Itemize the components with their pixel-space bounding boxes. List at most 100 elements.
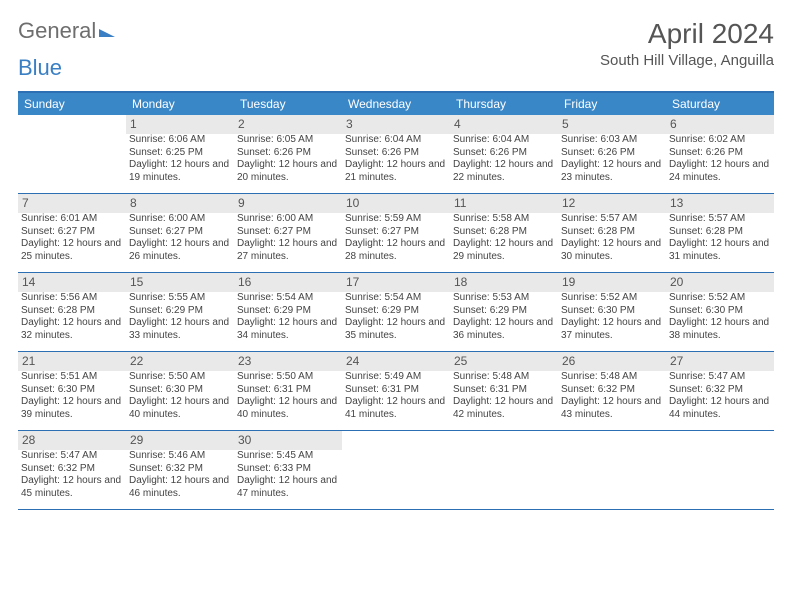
day-cell: 7Sunrise: 6:01 AMSunset: 6:27 PMDaylight… [18,194,126,272]
week-row: 1Sunrise: 6:06 AMSunset: 6:25 PMDaylight… [18,115,774,194]
day-number: 28 [18,431,126,450]
daylight-text: Daylight: 12 hours and 34 minutes. [237,317,339,342]
day-cell: 17Sunrise: 5:54 AMSunset: 6:29 PMDayligh… [342,273,450,351]
sunset-text: Sunset: 6:26 PM [345,147,447,160]
daylight-text: Daylight: 12 hours and 26 minutes. [129,238,231,263]
day-cell: 11Sunrise: 5:58 AMSunset: 6:28 PMDayligh… [450,194,558,272]
day-number: 18 [450,273,558,292]
sunset-text: Sunset: 6:32 PM [21,463,123,476]
sunrise-text: Sunrise: 5:57 AM [561,213,663,226]
day-cell: 13Sunrise: 5:57 AMSunset: 6:28 PMDayligh… [666,194,774,272]
day-number: 25 [450,352,558,371]
sunrise-text: Sunrise: 5:55 AM [129,292,231,305]
day-cell: 4Sunrise: 6:04 AMSunset: 6:26 PMDaylight… [450,115,558,193]
sunset-text: Sunset: 6:31 PM [345,384,447,397]
week-row: 21Sunrise: 5:51 AMSunset: 6:30 PMDayligh… [18,352,774,431]
sunrise-text: Sunrise: 5:56 AM [21,292,123,305]
sunrise-text: Sunrise: 5:47 AM [21,450,123,463]
day-header: Sunday [18,93,126,115]
daylight-text: Daylight: 12 hours and 44 minutes. [669,396,771,421]
day-number: 20 [666,273,774,292]
sunset-text: Sunset: 6:33 PM [237,463,339,476]
day-number: 7 [18,194,126,213]
sunrise-text: Sunrise: 6:00 AM [129,213,231,226]
sunset-text: Sunset: 6:25 PM [129,147,231,160]
daylight-text: Daylight: 12 hours and 25 minutes. [21,238,123,263]
brand-text-2: Blue [18,55,62,80]
daylight-text: Daylight: 12 hours and 46 minutes. [129,475,231,500]
sunset-text: Sunset: 6:32 PM [129,463,231,476]
sunset-text: Sunset: 6:32 PM [561,384,663,397]
day-cell: 30Sunrise: 5:45 AMSunset: 6:33 PMDayligh… [234,431,342,509]
sunset-text: Sunset: 6:27 PM [21,226,123,239]
sunrise-text: Sunrise: 6:04 AM [453,134,555,147]
day-cell [450,431,558,509]
sunset-text: Sunset: 6:26 PM [561,147,663,160]
daylight-text: Daylight: 12 hours and 35 minutes. [345,317,447,342]
sunrise-text: Sunrise: 5:59 AM [345,213,447,226]
day-number: 13 [666,194,774,213]
sunrise-text: Sunrise: 5:48 AM [561,371,663,384]
day-header: Monday [126,93,234,115]
sunset-text: Sunset: 6:27 PM [129,226,231,239]
daylight-text: Daylight: 12 hours and 22 minutes. [453,159,555,184]
sunrise-text: Sunrise: 5:52 AM [561,292,663,305]
sunrise-text: Sunrise: 5:58 AM [453,213,555,226]
day-number: 14 [18,273,126,292]
day-cell: 14Sunrise: 5:56 AMSunset: 6:28 PMDayligh… [18,273,126,351]
sunrise-text: Sunrise: 5:54 AM [237,292,339,305]
day-header: Friday [558,93,666,115]
day-cell: 27Sunrise: 5:47 AMSunset: 6:32 PMDayligh… [666,352,774,430]
sunrise-text: Sunrise: 5:57 AM [669,213,771,226]
sunset-text: Sunset: 6:28 PM [21,305,123,318]
sunrise-text: Sunrise: 5:47 AM [669,371,771,384]
day-number: 11 [450,194,558,213]
day-cell: 1Sunrise: 6:06 AMSunset: 6:25 PMDaylight… [126,115,234,193]
day-number: 15 [126,273,234,292]
day-number: 16 [234,273,342,292]
day-cell [666,431,774,509]
day-cell: 9Sunrise: 6:00 AMSunset: 6:27 PMDaylight… [234,194,342,272]
daylight-text: Daylight: 12 hours and 43 minutes. [561,396,663,421]
sunrise-text: Sunrise: 5:52 AM [669,292,771,305]
day-cell: 21Sunrise: 5:51 AMSunset: 6:30 PMDayligh… [18,352,126,430]
daylight-text: Daylight: 12 hours and 41 minutes. [345,396,447,421]
daylight-text: Daylight: 12 hours and 32 minutes. [21,317,123,342]
week-row: 14Sunrise: 5:56 AMSunset: 6:28 PMDayligh… [18,273,774,352]
day-cell [558,431,666,509]
daylight-text: Daylight: 12 hours and 23 minutes. [561,159,663,184]
sunset-text: Sunset: 6:26 PM [237,147,339,160]
day-header-row: SundayMondayTuesdayWednesdayThursdayFrid… [18,93,774,115]
title-block: April 2024 South Hill Village, Anguilla [600,18,774,69]
sunrise-text: Sunrise: 5:45 AM [237,450,339,463]
daylight-text: Daylight: 12 hours and 38 minutes. [669,317,771,342]
day-number: 10 [342,194,450,213]
sunrise-text: Sunrise: 5:48 AM [453,371,555,384]
sunset-text: Sunset: 6:29 PM [345,305,447,318]
day-cell: 5Sunrise: 6:03 AMSunset: 6:26 PMDaylight… [558,115,666,193]
day-cell: 20Sunrise: 5:52 AMSunset: 6:30 PMDayligh… [666,273,774,351]
day-cell: 28Sunrise: 5:47 AMSunset: 6:32 PMDayligh… [18,431,126,509]
sunset-text: Sunset: 6:31 PM [237,384,339,397]
day-number: 23 [234,352,342,371]
daylight-text: Daylight: 12 hours and 29 minutes. [453,238,555,263]
day-cell: 3Sunrise: 6:04 AMSunset: 6:26 PMDaylight… [342,115,450,193]
day-cell: 10Sunrise: 5:59 AMSunset: 6:27 PMDayligh… [342,194,450,272]
sunrise-text: Sunrise: 5:51 AM [21,371,123,384]
day-number: 5 [558,115,666,134]
daylight-text: Daylight: 12 hours and 24 minutes. [669,159,771,184]
day-cell: 22Sunrise: 5:50 AMSunset: 6:30 PMDayligh… [126,352,234,430]
daylight-text: Daylight: 12 hours and 37 minutes. [561,317,663,342]
day-number: 6 [666,115,774,134]
day-number: 27 [666,352,774,371]
sunrise-text: Sunrise: 5:53 AM [453,292,555,305]
sunrise-text: Sunrise: 5:50 AM [129,371,231,384]
day-header: Thursday [450,93,558,115]
daylight-text: Daylight: 12 hours and 40 minutes. [129,396,231,421]
sunset-text: Sunset: 6:27 PM [237,226,339,239]
sunrise-text: Sunrise: 6:04 AM [345,134,447,147]
sunrise-text: Sunrise: 5:49 AM [345,371,447,384]
sunset-text: Sunset: 6:29 PM [237,305,339,318]
day-cell: 8Sunrise: 6:00 AMSunset: 6:27 PMDaylight… [126,194,234,272]
daylight-text: Daylight: 12 hours and 28 minutes. [345,238,447,263]
